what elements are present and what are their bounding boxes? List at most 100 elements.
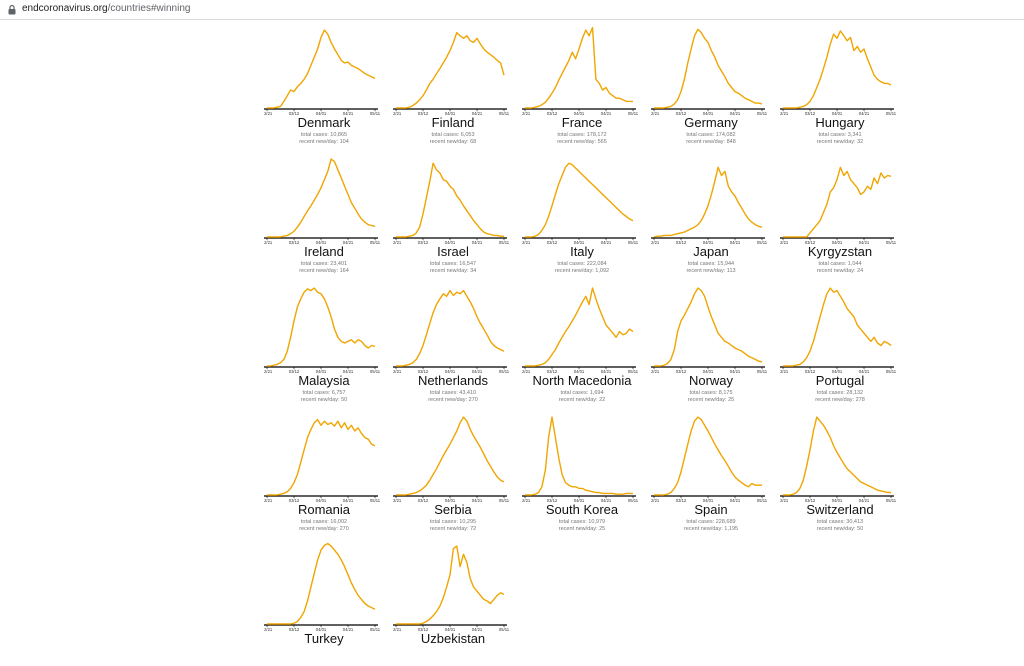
x-tick-label: 05/11 (370, 498, 381, 503)
country-chart-uzbekistan[interactable]: 02/21 03/12 04/01 04/21 05/11 Uzbekistan (393, 538, 521, 666)
line-chart: 02/21 03/12 04/01 04/21 05/11 (651, 287, 768, 374)
country-chart-portugal[interactable]: 02/21 03/12 04/01 04/21 05/11 Portugal total c… (780, 280, 908, 408)
country-name[interactable]: Hungary (815, 115, 865, 130)
country-name[interactable]: Israel (437, 244, 469, 259)
total-cases: total cases: 15,944 (687, 261, 735, 267)
total-cases: total cases: 6,053 (431, 132, 475, 138)
country-chart-hungary[interactable]: 02/21 03/12 04/01 04/21 05/11 Hungary total ca… (780, 22, 908, 150)
line-chart: 02/21 03/12 04/01 04/21 05/11 (393, 162, 510, 245)
country-chart-serbia[interactable]: 02/21 03/12 04/01 04/21 05/11 Serbia total cas… (393, 409, 521, 537)
country-chart-spain[interactable]: 02/21 03/12 04/01 04/21 05/11 Spain total case… (651, 409, 779, 537)
x-tick-label: 04/01 (832, 498, 843, 503)
url-path: /countries#winning (107, 3, 191, 14)
x-tick-label: 05/11 (499, 498, 510, 503)
x-tick-label: 04/01 (574, 240, 585, 245)
country-name[interactable]: Uzbekistan (420, 631, 486, 646)
country-chart-germany[interactable]: 02/21 03/12 04/01 04/21 05/11 Germany total ca… (651, 22, 779, 150)
x-tick-label: 03/12 (805, 498, 816, 503)
country-name[interactable]: Denmark (297, 115, 351, 130)
country-name[interactable]: Serbia (434, 502, 472, 517)
country-name[interactable]: South Korea (545, 502, 619, 517)
country-name[interactable]: Finland (431, 115, 475, 130)
country-chart-finland[interactable]: 02/21 03/12 04/01 04/21 05/11 Finland total ca… (393, 22, 521, 150)
country-chart-romania[interactable]: 02/21 03/12 04/01 04/21 05/11 Romania total ca… (264, 409, 392, 537)
x-tick-label: 04/21 (859, 111, 870, 116)
line-chart: 02/21 03/12 04/01 04/21 05/11 (780, 287, 897, 374)
country-charts-grid: 02/21 03/12 04/01 04/21 05/11 Denmark total ca… (264, 22, 904, 647)
country-chart-turkey[interactable]: 02/21 03/12 04/01 04/21 05/11 Turkey (264, 538, 392, 666)
country-name[interactable]: Kyrgyzstan (807, 244, 873, 259)
country-name[interactable]: Switzerland (806, 502, 874, 517)
x-tick-label: 05/11 (370, 369, 381, 374)
x-tick-label: 03/12 (805, 111, 816, 116)
series-line (396, 416, 505, 496)
country-chart-israel[interactable]: 02/21 03/12 04/01 04/21 05/11 Israel total cas… (393, 151, 521, 279)
x-tick-label: 04/21 (859, 240, 870, 245)
country-name[interactable]: Germany (684, 115, 738, 130)
x-tick-label: 03/12 (547, 111, 558, 116)
recent-new-per-day: recent new/day: 34 (429, 268, 477, 274)
country-name[interactable]: France (561, 115, 603, 130)
x-tick-label: 04/21 (472, 111, 483, 116)
line-chart: 02/21 03/12 04/01 04/21 05/11 (780, 416, 897, 503)
total-cases: total cases: 10,295 (429, 519, 477, 525)
country-chart-ireland[interactable]: 02/21 03/12 04/01 04/21 05/11 Ireland total ca… (264, 151, 392, 279)
x-tick-label: 04/21 (472, 240, 483, 245)
country-name[interactable]: Norway (688, 373, 734, 388)
x-tick-label: 02/21 (393, 240, 402, 245)
x-tick-label: 05/11 (757, 369, 768, 374)
country-name[interactable]: North Macedonia (532, 373, 632, 388)
x-tick-label: 05/11 (628, 240, 639, 245)
country-name[interactable]: Italy (570, 244, 594, 259)
line-chart: 02/21 03/12 04/01 04/21 05/11 (264, 287, 381, 374)
total-cases: total cases: 1,694 (560, 390, 604, 396)
x-tick-label: 04/01 (445, 627, 456, 632)
line-chart: 02/21 03/12 04/01 04/21 05/11 (780, 30, 897, 116)
recent-new-per-day: recent new/day: 22 (558, 397, 606, 403)
x-tick-label: 02/21 (651, 498, 660, 503)
country-chart-malaysia[interactable]: 02/21 03/12 04/01 04/21 05/11 Malaysia total c… (264, 280, 392, 408)
country-chart-switzerland[interactable]: 02/21 03/12 04/01 04/21 05/11 Switzerland tota… (780, 409, 908, 537)
country-name[interactable]: Spain (694, 502, 728, 517)
x-tick-label: 04/21 (601, 369, 612, 374)
url-text[interactable]: endcoronavirus.org/countries#winning (22, 3, 190, 14)
series-line (783, 30, 892, 109)
total-cases: total cases: 8,175 (689, 390, 733, 396)
country-name[interactable]: Japan (693, 244, 729, 259)
country-chart-japan[interactable]: 02/21 03/12 04/01 04/21 05/11 Japan total case… (651, 151, 779, 279)
country-name[interactable]: Turkey (304, 631, 344, 646)
total-cases: total cases: 10,865 (300, 132, 348, 138)
x-tick-label: 03/12 (418, 498, 429, 503)
recent-new-per-day: recent new/day: 1,092 (554, 268, 610, 274)
country-name[interactable]: Portugal (815, 373, 865, 388)
country-chart-italy[interactable]: 02/21 03/12 04/01 04/21 05/11 Italy total case… (522, 151, 650, 279)
x-tick-label: 04/21 (472, 498, 483, 503)
country-chart-south-korea[interactable]: 02/21 03/12 04/01 04/21 05/11 South Korea tota… (522, 409, 650, 537)
series-line (267, 158, 376, 238)
x-tick-label: 04/21 (859, 369, 870, 374)
country-chart-norway[interactable]: 02/21 03/12 04/01 04/21 05/11 Norway total cas… (651, 280, 779, 408)
country-name[interactable]: Ireland (304, 244, 344, 259)
country-chart-netherlands[interactable]: 02/21 03/12 04/01 04/21 05/11 Netherlands tota… (393, 280, 521, 408)
line-chart: 02/21 03/12 04/01 04/21 05/11 (522, 416, 639, 503)
x-tick-label: 05/11 (757, 498, 768, 503)
x-tick-label: 04/01 (316, 240, 327, 245)
series-line (654, 416, 762, 496)
x-tick-label: 05/11 (370, 111, 381, 116)
recent-new-per-day: recent new/day: 50 (816, 526, 864, 532)
country-name[interactable]: Romania (297, 502, 351, 517)
country-name[interactable]: Netherlands (417, 373, 489, 388)
line-chart: 02/21 03/12 04/01 04/21 05/11 (393, 545, 510, 632)
total-cases: total cases: 222,084 (557, 261, 607, 267)
x-tick-label: 02/21 (264, 240, 273, 245)
address-bar[interactable]: endcoronavirus.org/countries#winning (0, 0, 1024, 20)
series-line (783, 416, 891, 496)
country-chart-kyrgyzstan[interactable]: 02/21 03/12 04/01 04/21 05/11 Kyrgyzstan total… (780, 151, 908, 279)
x-tick-label: 04/01 (832, 111, 843, 116)
x-tick-label: 04/01 (703, 240, 714, 245)
country-name[interactable]: Malaysia (298, 373, 350, 388)
country-chart-denmark[interactable]: 02/21 03/12 04/01 04/21 05/11 Denmark total ca… (264, 22, 392, 150)
x-tick-label: 03/12 (289, 111, 300, 116)
country-chart-france[interactable]: 02/21 03/12 04/01 04/21 05/11 France total cas… (522, 22, 650, 150)
